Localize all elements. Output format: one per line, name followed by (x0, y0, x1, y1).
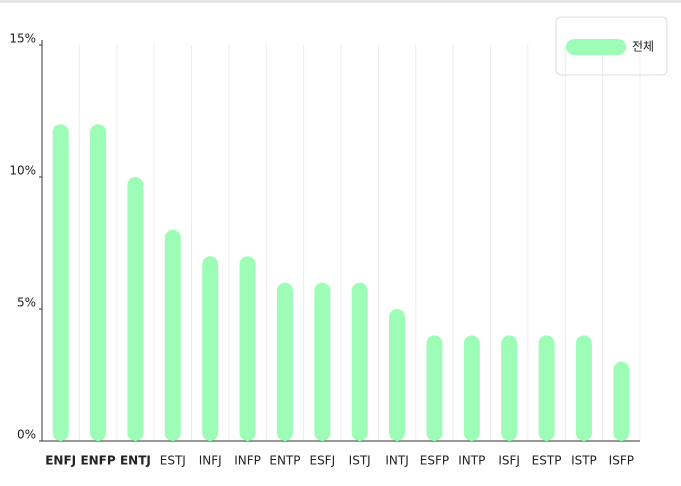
bar (463, 335, 480, 441)
legend-swatch (566, 39, 626, 55)
x-tick-label: ENFP (80, 454, 115, 468)
y-tick-label: 15% (9, 32, 36, 46)
bar (575, 335, 592, 441)
x-tick-label: ENTP (269, 454, 300, 468)
x-tick-label: ISFJ (498, 454, 520, 468)
x-tick-label: ISFP (609, 454, 634, 468)
x-tick-label: INTP (458, 454, 485, 468)
x-tick-label: INFJ (199, 454, 222, 468)
bar (389, 309, 406, 441)
bar (426, 335, 443, 441)
bar (501, 335, 518, 441)
y-tick-label: 10% (9, 164, 36, 178)
bar (239, 256, 256, 441)
bar (314, 282, 331, 441)
x-tick-label: ENFJ (45, 454, 76, 468)
x-tick-label: ESFJ (309, 454, 335, 468)
y-tick-label: 5% (17, 296, 36, 310)
top-border (0, 0, 681, 3)
x-tick-label: INTJ (385, 454, 408, 468)
bar (52, 124, 69, 441)
bar (276, 282, 293, 441)
x-tick-label: ENTJ (120, 454, 151, 468)
y-tick-label: 0% (17, 428, 36, 442)
bar (538, 335, 555, 441)
x-tick-label: ESTP (532, 454, 562, 468)
legend-label: 전체 (632, 40, 654, 54)
x-tick-label: INFP (234, 454, 261, 468)
x-tick-label: ESFP (420, 454, 449, 468)
bar (351, 282, 368, 441)
x-tick-label: ISTJ (349, 454, 371, 468)
bar (90, 124, 107, 441)
bar (164, 229, 181, 441)
bar (613, 361, 630, 441)
bar (202, 256, 219, 441)
x-tick-label: ISTP (571, 454, 597, 468)
bar (127, 177, 144, 441)
x-tick-label: ESTJ (160, 454, 186, 468)
